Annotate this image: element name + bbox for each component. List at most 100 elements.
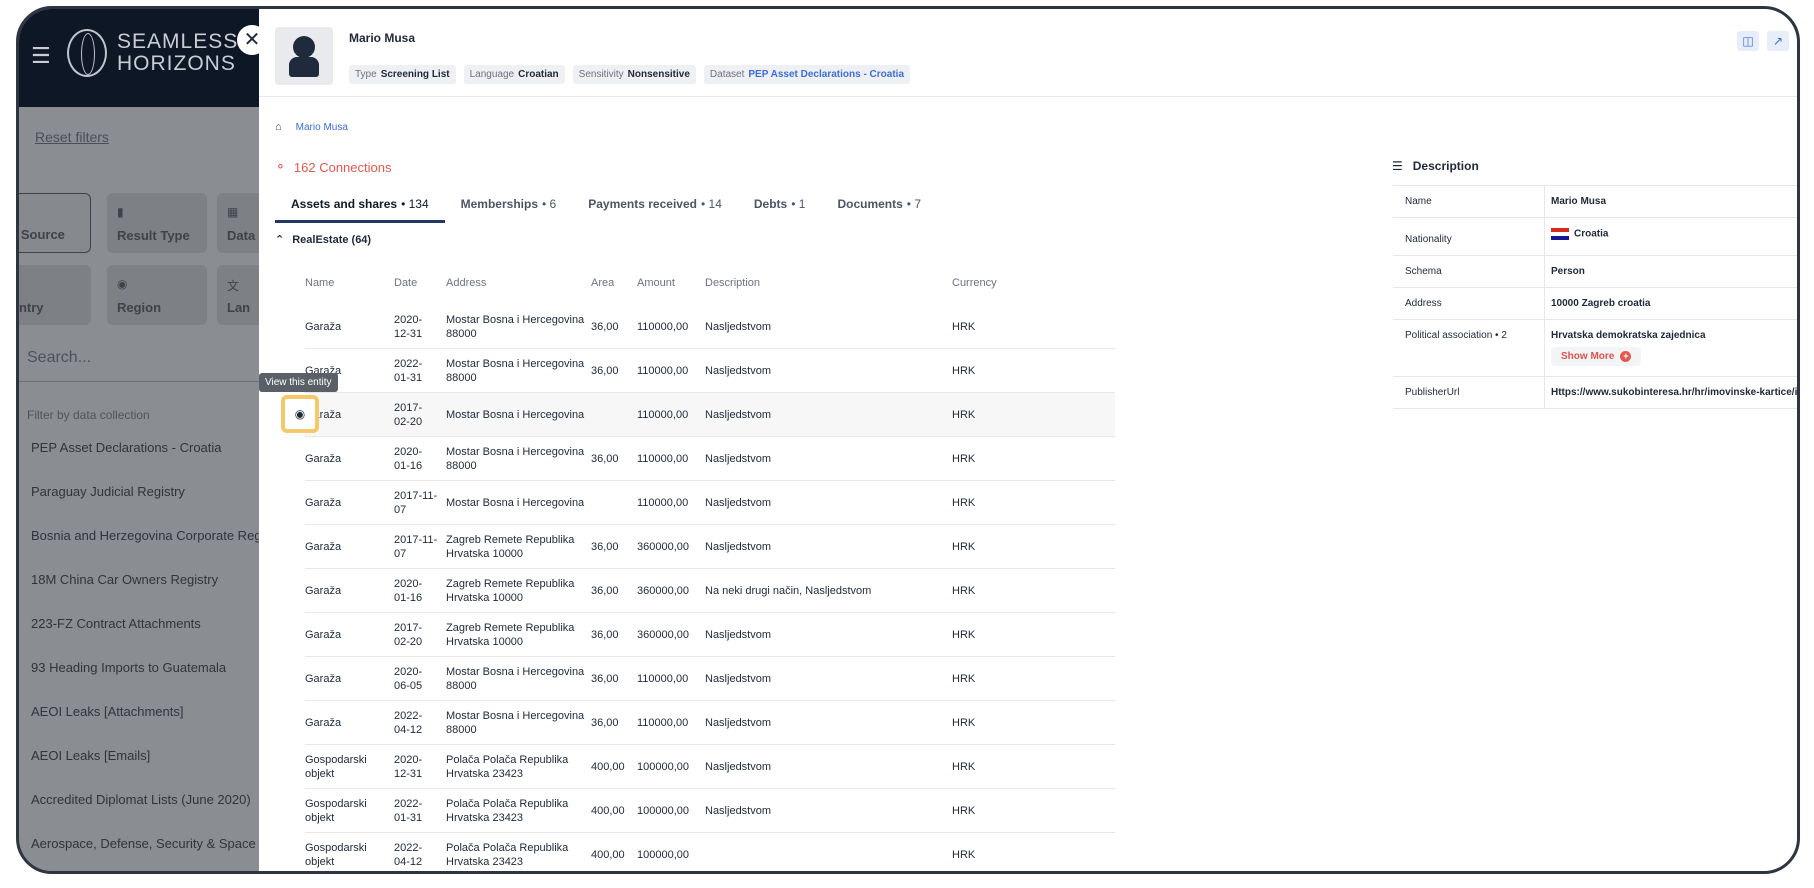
tab-payments-received[interactable]: Payments received • 14 [588,197,722,211]
cell-address: Polača Polača Republika Hrvatska 23423 [446,797,569,824]
cell-desc: Nasljedstvom [705,320,772,333]
table-row[interactable]: Gospodarski objekt 2022- 04-12 Polača Pola… [305,833,1115,871]
eye-icon[interactable]: ◉ [281,395,319,433]
table-row[interactable]: Gospodarski objekt 2022- 01-31 Polača Pola… [305,789,1115,833]
collection-item[interactable]: Aerospace, Defense, Security & Space A [31,836,268,851]
cell-currency: HRK [952,716,976,729]
cell-area: 36,00 [591,540,619,553]
chip-dataset[interactable]: Dataset PEP Asset Declarations - Croatia [703,65,911,84]
cell-desc: Nasljedstvom [705,408,772,421]
cell-amount: 110000,00 [637,320,689,333]
col-area: Area [591,277,615,289]
collection-item[interactable]: Paraguay Judicial Registry [31,484,185,499]
cell-date: 2022- 01-31 [394,797,423,824]
col-name: Name [305,277,335,289]
cell-amount: 110000,00 [637,364,689,377]
tab-debts[interactable]: Debts • 1 [753,197,806,211]
cell-name: Garaža [305,496,342,509]
cell-amount: 360000,00 [637,628,689,641]
cell-address: Polača Polača Republika Hrvatska 23423 [446,841,569,868]
cell-area: 36,00 [591,320,619,333]
cell-date: 2022- 04-12 [394,709,423,736]
cell-amount: 100000,00 [637,804,689,817]
menu-icon[interactable]: ☰ [31,43,51,68]
cell-amount: 110000,00 [637,408,689,421]
col-currency: Currency [952,277,997,289]
collection-item[interactable]: 93 Heading Imports to Guatemala [31,660,227,675]
table-row[interactable]: Garaža 2020- 01-16 Zagreb Remete Republika… [305,569,1115,613]
desc-row-political: Political association • 2 Hrvatska demok… [1393,320,1797,377]
cell-area: 36,00 [591,672,619,685]
cell-currency: HRK [952,320,976,333]
collection-item[interactable]: Bosnia and Herzegovina Corporate Regi [31,528,265,543]
open-external-icon[interactable]: ↗ [1767,31,1789,51]
table-row[interactable]: Garaža 2017-11- 07 Zagreb Remete Republika… [305,525,1115,569]
split-view-icon[interactable]: ◫ [1737,31,1759,51]
cell-desc: Nasljedstvom [705,540,772,553]
section-toggle[interactable]: ⌃ RealEstate (64) [275,233,371,247]
table-row[interactable]: Garaža 2020- 06-05 Mostar Bosna i Hercegov… [305,657,1115,701]
cell-desc: Nasljedstvom [705,452,772,465]
cell-currency: HRK [952,760,976,773]
cell-area: 36,00 [591,716,619,729]
table-row[interactable]: Gospodarski objekt 2020- 12-31 Polača Pola… [305,745,1115,789]
cell-currency: HRK [952,496,976,509]
cell-date: 2017-11- 07 [394,489,438,516]
table-row[interactable]: Garaža 2020- 01-16 Mostar Bosna i Hercegov… [305,437,1115,481]
table-row[interactable]: Garaža 2022- 01-31 Mostar Bosna i Hercegov… [305,349,1115,393]
collection-item[interactable]: 223-FZ Contract Attachments [31,616,201,631]
cell-address: Zagreb Remete Republika Hrvatska 10000 [446,577,575,604]
table-row[interactable]: Garaža 2017- 02-20 Zagreb Remete Republika… [305,613,1115,657]
cell-date: 2017- 02-20 [394,401,423,428]
tile-region[interactable]: ◉ Region [107,265,207,325]
cell-name: Garaža [305,540,342,553]
table-row[interactable]: Garaža 2017- 02-20 Mostar Bosna i Hercegov… [305,393,1115,437]
translate-icon: 文 [227,279,240,293]
cell-area: 36,00 [591,452,619,465]
tile-country[interactable]: untry [19,265,91,325]
cell-area: 400,00 [591,804,625,817]
desc-row-name: Name Mario Musa [1393,186,1797,218]
collection-item[interactable]: AEOI Leaks [Emails] [31,748,151,763]
desc-row-schema: Schema Person [1393,256,1797,288]
cell-area: 36,00 [591,628,619,641]
tile-data-source[interactable]: a Source [19,193,91,253]
cell-name: Gospodarski objekt [305,841,367,868]
panel-header: Mario Musa Type Screening List Language Cr… [259,9,1797,97]
description-table: Name Mario Musa Nationality Croatia Sche… [1393,185,1797,409]
reset-filters-link[interactable]: Reset filters [35,129,109,145]
connections-count[interactable]: ⚬ 162 Connections [275,159,392,175]
app-frame: ☰ SEAMLESS HORIZONS Reset filters a Sour… [16,6,1800,874]
cell-name: Garaža [305,452,342,465]
cell-date: 2020- 01-16 [394,577,423,604]
tile-result-type[interactable]: ▮ Result Type [107,193,207,253]
collection-item[interactable]: AEOI Leaks [Attachments] [31,704,184,719]
table-body: Garaža 2020- 12-31 Mostar Bosna i Hercegov… [305,305,1115,871]
cell-address: Mostar Bosna i Hercegovina 88000 [446,709,585,736]
cell-address: Mostar Bosna i Hercegovina [446,408,585,421]
tab-documents[interactable]: Documents • 7 [837,197,922,211]
close-panel-button[interactable]: ✕ [237,25,267,55]
cell-address: Mostar Bosna i Hercegovina 88000 [446,665,585,692]
tab-memberships[interactable]: Memberships • 6 [460,197,557,211]
search-underline [19,381,279,382]
collection-item[interactable]: PEP Asset Declarations - Croatia [31,440,222,455]
table-row[interactable]: Garaža 2017-11- 07 Mostar Bosna i Hercegov… [305,481,1115,525]
show-more-button[interactable]: Show More + [1551,347,1642,366]
cell-desc: Na neki drugi način, Nasljedstvom [705,584,872,597]
col-address: Address [446,277,487,289]
collection-item[interactable]: Accredited Diplomat Lists (June 2020) [31,792,251,807]
cell-date: 2022- 04-12 [394,841,423,868]
breadcrumb-entity[interactable]: Mario Musa [295,121,348,133]
home-icon[interactable]: ⌂ [275,121,282,133]
cell-name: Garaža [305,320,342,333]
table-row[interactable]: Garaža 2020- 12-31 Mostar Bosna i Hercegov… [305,305,1115,349]
table-row[interactable]: Garaža 2022- 04-12 Mostar Bosna i Hercegov… [305,701,1115,745]
col-description: Description [705,277,761,289]
cell-amount: 100000,00 [637,848,689,861]
search-input[interactable]: Search... [27,349,92,366]
tab-assets-and-shares[interactable]: Assets and shares • 134 [275,189,445,223]
cell-currency: HRK [952,364,976,377]
collection-item[interactable]: 18M China Car Owners Registry [31,572,219,587]
logo: SEAMLESS HORIZONS [67,29,238,77]
